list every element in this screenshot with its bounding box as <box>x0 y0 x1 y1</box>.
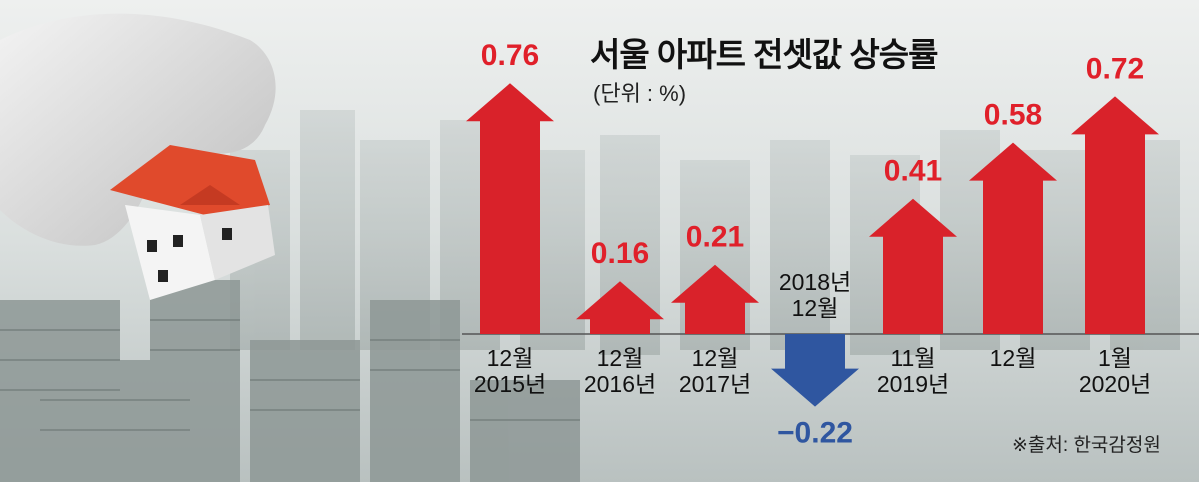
category-label-0: 12월 2015년 <box>474 345 546 397</box>
bar-arrow-0 <box>466 83 554 334</box>
bar-arrow-2 <box>671 264 759 334</box>
source-note: ※출처: 한국감정원 <box>1012 435 1161 456</box>
hand-image <box>0 13 276 246</box>
bar-arrow-6 <box>1071 96 1159 335</box>
bar-arrow-3 <box>771 334 859 407</box>
category-label-5: 12월 <box>990 345 1037 371</box>
chart-title: 서울 아파트 전셋값 상승률 <box>590 36 938 73</box>
category-label-6: 1월 2020년 <box>1079 345 1151 397</box>
category-label-4: 11월 2019년 <box>877 345 949 397</box>
category-label-1: 12월 2016년 <box>584 345 656 397</box>
value-label-3: −0.22 <box>777 417 853 450</box>
value-label-4: 0.41 <box>884 155 942 188</box>
value-label-6: 0.72 <box>1086 52 1144 85</box>
house-icon <box>110 145 275 300</box>
value-label-1: 0.16 <box>591 237 649 270</box>
value-label-5: 0.58 <box>984 99 1042 132</box>
unit-label: (단위 : %) <box>593 81 687 106</box>
value-label-2: 0.21 <box>686 221 744 254</box>
category-label-3: 2018년 12월 <box>779 269 851 321</box>
value-label-0: 0.76 <box>481 39 539 72</box>
category-label-2: 12월 2017년 <box>679 345 751 397</box>
bar-arrow-5 <box>969 142 1057 334</box>
bar-arrow-4 <box>869 198 957 334</box>
bar-arrow-1 <box>576 281 664 334</box>
